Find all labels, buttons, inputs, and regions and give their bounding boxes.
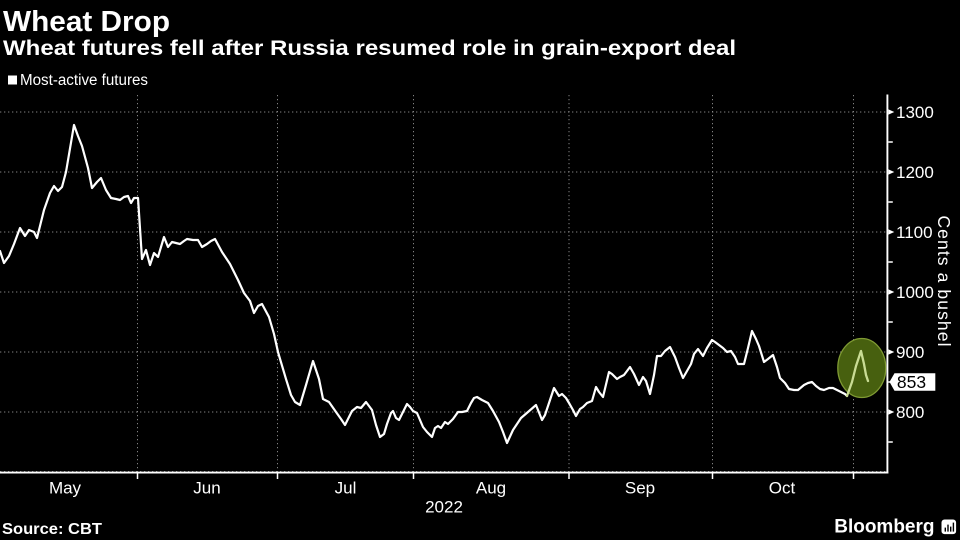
svg-text:Jun: Jun xyxy=(193,479,220,498)
svg-text:Jul: Jul xyxy=(335,479,357,498)
svg-text:Cents a bushel: Cents a bushel xyxy=(934,215,954,347)
svg-text:1100: 1100 xyxy=(896,223,933,242)
svg-text:May: May xyxy=(49,479,82,498)
svg-text:1200: 1200 xyxy=(896,163,934,182)
svg-text:Oct: Oct xyxy=(769,479,796,498)
svg-text:Wheat Drop: Wheat Drop xyxy=(3,6,170,38)
svg-text:Aug: Aug xyxy=(476,479,506,498)
svg-text:853: 853 xyxy=(897,372,926,392)
svg-text:Source: CBT: Source: CBT xyxy=(2,521,102,538)
svg-text:Bloomberg: Bloomberg xyxy=(834,517,934,538)
svg-text:Wheat futures fell after Russi: Wheat futures fell after Russia resumed … xyxy=(3,37,736,60)
svg-text:Sep: Sep xyxy=(625,479,655,498)
svg-text:1300: 1300 xyxy=(896,103,934,122)
svg-text:Most-active futures: Most-active futures xyxy=(20,72,148,89)
svg-text:800: 800 xyxy=(896,403,924,422)
svg-text:900: 900 xyxy=(896,343,924,362)
svg-text:1000: 1000 xyxy=(896,283,934,302)
svg-text:2022: 2022 xyxy=(425,497,463,516)
